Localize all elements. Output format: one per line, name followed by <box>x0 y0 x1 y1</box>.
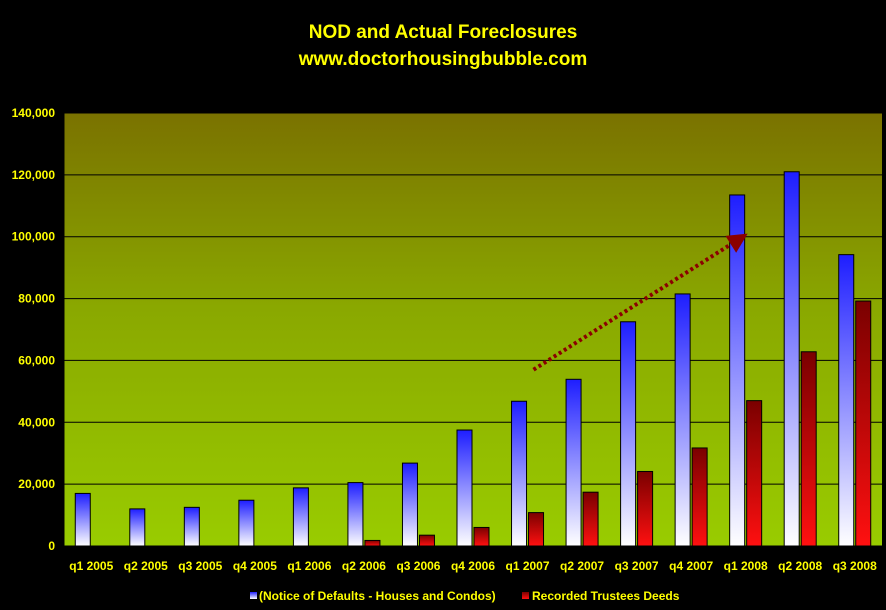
nod-bar <box>511 400 528 547</box>
trustee-deed-bar <box>637 470 654 547</box>
x-tick-label: q3 2007 <box>615 559 659 573</box>
y-tick-label: 100,000 <box>12 230 56 244</box>
x-tick-label: q3 2005 <box>178 559 222 573</box>
x-tick-label: q4 2006 <box>451 559 495 573</box>
legend-label-deeds: Recorded Trustees Deeds <box>532 589 680 603</box>
nod-bar <box>183 506 200 547</box>
y-tick-label: 60,000 <box>18 353 55 367</box>
chart-subtitle: www.doctorhousingbubble.com <box>298 49 588 70</box>
trustee-deed-bar <box>418 534 435 547</box>
x-tick-label: q2 2007 <box>560 559 604 573</box>
x-tick-label: q1 2008 <box>724 559 768 573</box>
nod-bar <box>565 378 582 547</box>
nod-bar <box>674 293 691 547</box>
y-tick-label: 40,000 <box>18 415 55 429</box>
x-tick-label: q1 2007 <box>506 559 550 573</box>
nod-bar <box>456 429 473 547</box>
trustee-deed-bar <box>528 512 545 547</box>
chart-title: NOD and Actual Foreclosures <box>308 22 578 43</box>
x-tick-label: q4 2005 <box>233 559 277 573</box>
trustee-deed-bar <box>855 300 872 547</box>
x-tick-label: q2 2006 <box>342 559 386 573</box>
x-tick-label: q1 2005 <box>69 559 113 573</box>
nod-bar <box>620 321 637 547</box>
trustee-deed-bar <box>364 539 381 547</box>
legend-swatch-deeds <box>522 592 529 599</box>
x-tick-label: q1 2006 <box>287 559 331 573</box>
trustee-deed-bar <box>473 526 490 547</box>
trend-arrow-line <box>532 242 732 372</box>
trustee-deed-bar <box>746 400 763 547</box>
nod-bar <box>401 462 418 547</box>
nod-bar <box>74 492 91 547</box>
nod-bar <box>729 194 746 547</box>
y-tick-label: 120,000 <box>12 168 56 182</box>
trustee-deed-bar <box>691 447 708 547</box>
y-tick-label: 0 <box>48 539 55 553</box>
legend-label-nod: (Notice of Defaults - Houses and Condos) <box>259 589 496 603</box>
nod-bar <box>783 171 800 547</box>
nod-bar <box>838 254 855 547</box>
trend-arrow-head <box>725 233 748 253</box>
plot-area <box>64 113 882 546</box>
y-tick-label: 20,000 <box>18 477 55 491</box>
x-tick-label: q2 2008 <box>778 559 822 573</box>
nod-bar <box>238 499 255 547</box>
nod-bar <box>292 487 309 547</box>
trustee-deed-bar <box>582 491 599 547</box>
nod-bar <box>129 508 146 547</box>
x-tick-label: q2 2005 <box>124 559 168 573</box>
nod-bar <box>347 482 364 547</box>
trustee-deed-bar <box>800 351 817 547</box>
x-tick-label: q3 2008 <box>833 559 877 573</box>
x-tick-label: q3 2006 <box>396 559 440 573</box>
x-tick-label: q4 2007 <box>669 559 713 573</box>
legend-swatch-nod <box>250 592 257 599</box>
y-tick-label: 80,000 <box>18 292 55 306</box>
y-tick-label: 140,000 <box>12 106 56 120</box>
